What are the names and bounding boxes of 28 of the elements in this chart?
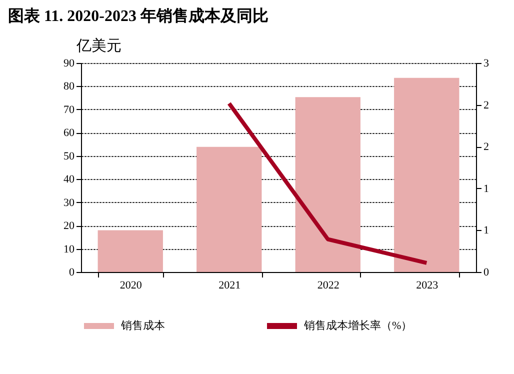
y-tick-label: 30 <box>64 196 75 209</box>
y2-tick-label: 1 <box>484 224 489 237</box>
x-tick-label: 2023 <box>416 280 439 292</box>
x-tick-label: 2021 <box>218 280 241 292</box>
bar <box>295 97 360 272</box>
legend-label: 销售成本增长率（%） <box>303 319 412 332</box>
y-tick-label: 80 <box>64 80 75 93</box>
y-tick-label: 10 <box>64 243 75 256</box>
bar <box>394 78 460 272</box>
x-tick-label: 2020 <box>120 280 142 292</box>
y2-tick-label: 1 <box>484 182 489 195</box>
y2-tick-label: 3 <box>484 58 490 70</box>
x-tick-label: 2022 <box>317 280 340 292</box>
y-tick-label: 20 <box>64 220 75 232</box>
y-tick-label: 50 <box>64 150 75 162</box>
y-tick-label: 40 <box>64 174 75 186</box>
y2-tick-label: 2 <box>484 99 489 112</box>
y-tick-label: 90 <box>64 58 75 70</box>
y-axis-title: 亿美元 <box>76 38 122 54</box>
y2-tick-label: 0 <box>484 266 490 278</box>
bar <box>98 230 163 272</box>
bar <box>196 146 262 272</box>
legend-label: 销售成本 <box>120 319 165 332</box>
y-tick-label: 70 <box>64 104 75 116</box>
y-tick-label: 60 <box>64 127 75 140</box>
chart-title: 图表 11. 2020-2023 年销售成本及同比 <box>8 7 268 25</box>
y-tick-label: 0 <box>69 266 75 278</box>
y2-tick-label: 2 <box>484 141 489 154</box>
